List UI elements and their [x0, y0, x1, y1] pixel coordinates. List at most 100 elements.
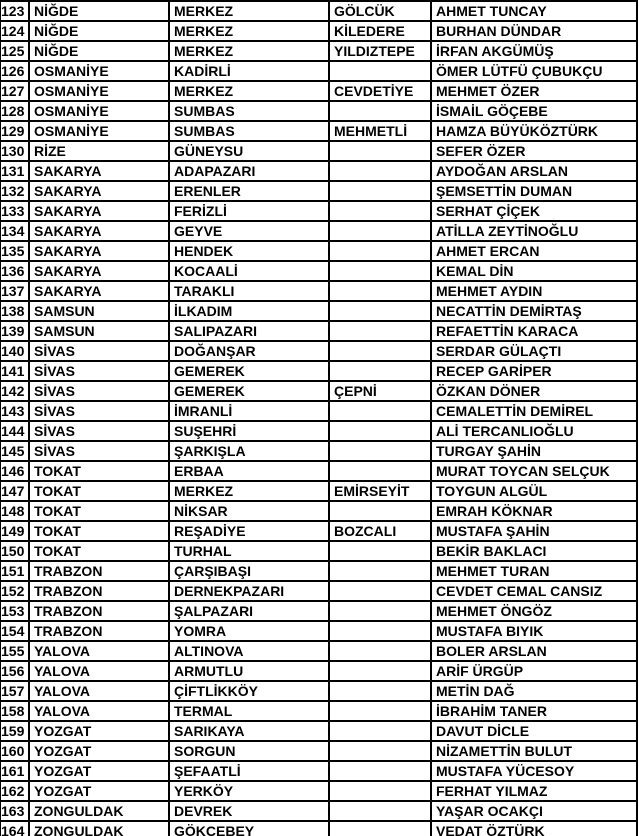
cell-province[interactable]: TRABZON [28, 560, 170, 582]
cell-row-number[interactable]: 148 [0, 500, 30, 522]
cell-name[interactable]: NECATTİN DEMİRTAŞ [430, 300, 638, 322]
cell-name[interactable]: YAŞAR OCAKÇI [430, 800, 638, 822]
cell-province[interactable]: TRABZON [28, 580, 170, 602]
cell-town[interactable] [328, 400, 432, 422]
cell-town[interactable]: BOZCALI [328, 520, 432, 542]
cell-row-number[interactable]: 146 [0, 460, 30, 482]
cell-district[interactable]: İMRANLİ [168, 400, 330, 422]
cell-district[interactable]: ERBAA [168, 460, 330, 482]
cell-name[interactable]: VEDAT ÖZTÜRK [430, 820, 638, 836]
cell-town[interactable] [328, 580, 432, 602]
cell-name[interactable]: MUSTAFA YÜCESOY [430, 760, 638, 782]
cell-district[interactable]: MERKEZ [168, 80, 330, 102]
cell-district[interactable]: MERKEZ [168, 0, 330, 22]
cell-district[interactable]: GEMEREK [168, 360, 330, 382]
cell-name[interactable]: İRFAN AKGÜMÜŞ [430, 40, 638, 62]
cell-row-number[interactable]: 138 [0, 300, 30, 322]
cell-town[interactable] [328, 160, 432, 182]
cell-town[interactable] [328, 700, 432, 722]
cell-province[interactable]: OSMANİYE [28, 80, 170, 102]
cell-district[interactable]: SUMBAS [168, 120, 330, 142]
cell-province[interactable]: SİVAS [28, 340, 170, 362]
cell-province[interactable]: NİĞDE [28, 20, 170, 42]
cell-province[interactable]: ZONGULDAK [28, 820, 170, 836]
cell-town[interactable]: ÇEPNİ [328, 380, 432, 402]
cell-row-number[interactable]: 123 [0, 0, 30, 22]
cell-town[interactable] [328, 200, 432, 222]
cell-row-number[interactable]: 150 [0, 540, 30, 562]
cell-row-number[interactable]: 136 [0, 260, 30, 282]
cell-district[interactable]: ERENLER [168, 180, 330, 202]
cell-district[interactable]: KOCAALİ [168, 260, 330, 282]
cell-town[interactable] [328, 340, 432, 362]
cell-row-number[interactable]: 131 [0, 160, 30, 182]
cell-row-number[interactable]: 130 [0, 140, 30, 162]
cell-district[interactable]: DERNEKPAZARI [168, 580, 330, 602]
cell-name[interactable]: KEMAL DİN [430, 260, 638, 282]
cell-row-number[interactable]: 132 [0, 180, 30, 202]
cell-province[interactable]: YALOVA [28, 680, 170, 702]
cell-district[interactable]: DEVREK [168, 800, 330, 822]
cell-name[interactable]: MUSTAFA BIYIK [430, 620, 638, 642]
cell-name[interactable]: MEHMET ÖZER [430, 80, 638, 102]
cell-province[interactable]: TRABZON [28, 620, 170, 642]
cell-town[interactable] [328, 820, 432, 836]
cell-name[interactable]: SERDAR GÜLAÇTI [430, 340, 638, 362]
cell-name[interactable]: HAMZA BÜYÜKÖZTÜRK [430, 120, 638, 142]
cell-town[interactable] [328, 100, 432, 122]
cell-row-number[interactable]: 154 [0, 620, 30, 642]
cell-row-number[interactable]: 128 [0, 100, 30, 122]
cell-district[interactable]: ÇİFTLİKKÖY [168, 680, 330, 702]
cell-province[interactable]: YOZGAT [28, 720, 170, 742]
cell-town[interactable] [328, 780, 432, 802]
cell-district[interactable]: ŞEFAATLİ [168, 760, 330, 782]
cell-row-number[interactable]: 124 [0, 20, 30, 42]
cell-town[interactable] [328, 760, 432, 782]
cell-district[interactable]: TERMAL [168, 700, 330, 722]
cell-name[interactable]: DAVUT DİCLE [430, 720, 638, 742]
cell-district[interactable]: ALTINOVA [168, 640, 330, 662]
cell-province[interactable]: YALOVA [28, 700, 170, 722]
cell-town[interactable]: KİLEDERE [328, 20, 432, 42]
cell-province[interactable]: SAMSUN [28, 300, 170, 322]
cell-district[interactable]: GÜNEYSU [168, 140, 330, 162]
cell-province[interactable]: SİVAS [28, 400, 170, 422]
cell-town[interactable]: GÖLCÜK [328, 0, 432, 22]
cell-row-number[interactable]: 162 [0, 780, 30, 802]
cell-province[interactable]: SİVAS [28, 420, 170, 442]
cell-name[interactable]: MUSTAFA ŞAHİN [430, 520, 638, 542]
cell-row-number[interactable]: 163 [0, 800, 30, 822]
cell-row-number[interactable]: 153 [0, 600, 30, 622]
cell-province[interactable]: OSMANİYE [28, 60, 170, 82]
cell-town[interactable] [328, 540, 432, 562]
cell-row-number[interactable]: 157 [0, 680, 30, 702]
cell-name[interactable]: ATİLLA ZEYTİNOĞLU [430, 220, 638, 242]
cell-town[interactable] [328, 260, 432, 282]
cell-province[interactable]: YALOVA [28, 660, 170, 682]
cell-province[interactable]: SAMSUN [28, 320, 170, 342]
cell-name[interactable]: BURHAN DÜNDAR [430, 20, 638, 42]
cell-town[interactable] [328, 240, 432, 262]
cell-district[interactable]: ARMUTLU [168, 660, 330, 682]
cell-row-number[interactable]: 144 [0, 420, 30, 442]
cell-district[interactable]: YERKÖY [168, 780, 330, 802]
cell-town[interactable] [328, 280, 432, 302]
cell-province[interactable]: SİVAS [28, 380, 170, 402]
cell-province[interactable]: TOKAT [28, 480, 170, 502]
cell-district[interactable]: REŞADİYE [168, 520, 330, 542]
cell-province[interactable]: SİVAS [28, 360, 170, 382]
cell-row-number[interactable]: 125 [0, 40, 30, 62]
cell-row-number[interactable]: 151 [0, 560, 30, 582]
cell-name[interactable]: ARİF ÜRGÜP [430, 660, 638, 682]
cell-province[interactable]: TOKAT [28, 520, 170, 542]
cell-province[interactable]: TRABZON [28, 600, 170, 622]
cell-town[interactable] [328, 720, 432, 742]
cell-district[interactable]: SUŞEHRİ [168, 420, 330, 442]
cell-district[interactable]: SALIPAZARI [168, 320, 330, 342]
cell-name[interactable]: İBRAHİM TANER [430, 700, 638, 722]
cell-town[interactable] [328, 680, 432, 702]
cell-district[interactable]: HENDEK [168, 240, 330, 262]
cell-name[interactable]: SEFER ÖZER [430, 140, 638, 162]
cell-district[interactable]: NİKSAR [168, 500, 330, 522]
cell-district[interactable]: ADAPAZARI [168, 160, 330, 182]
